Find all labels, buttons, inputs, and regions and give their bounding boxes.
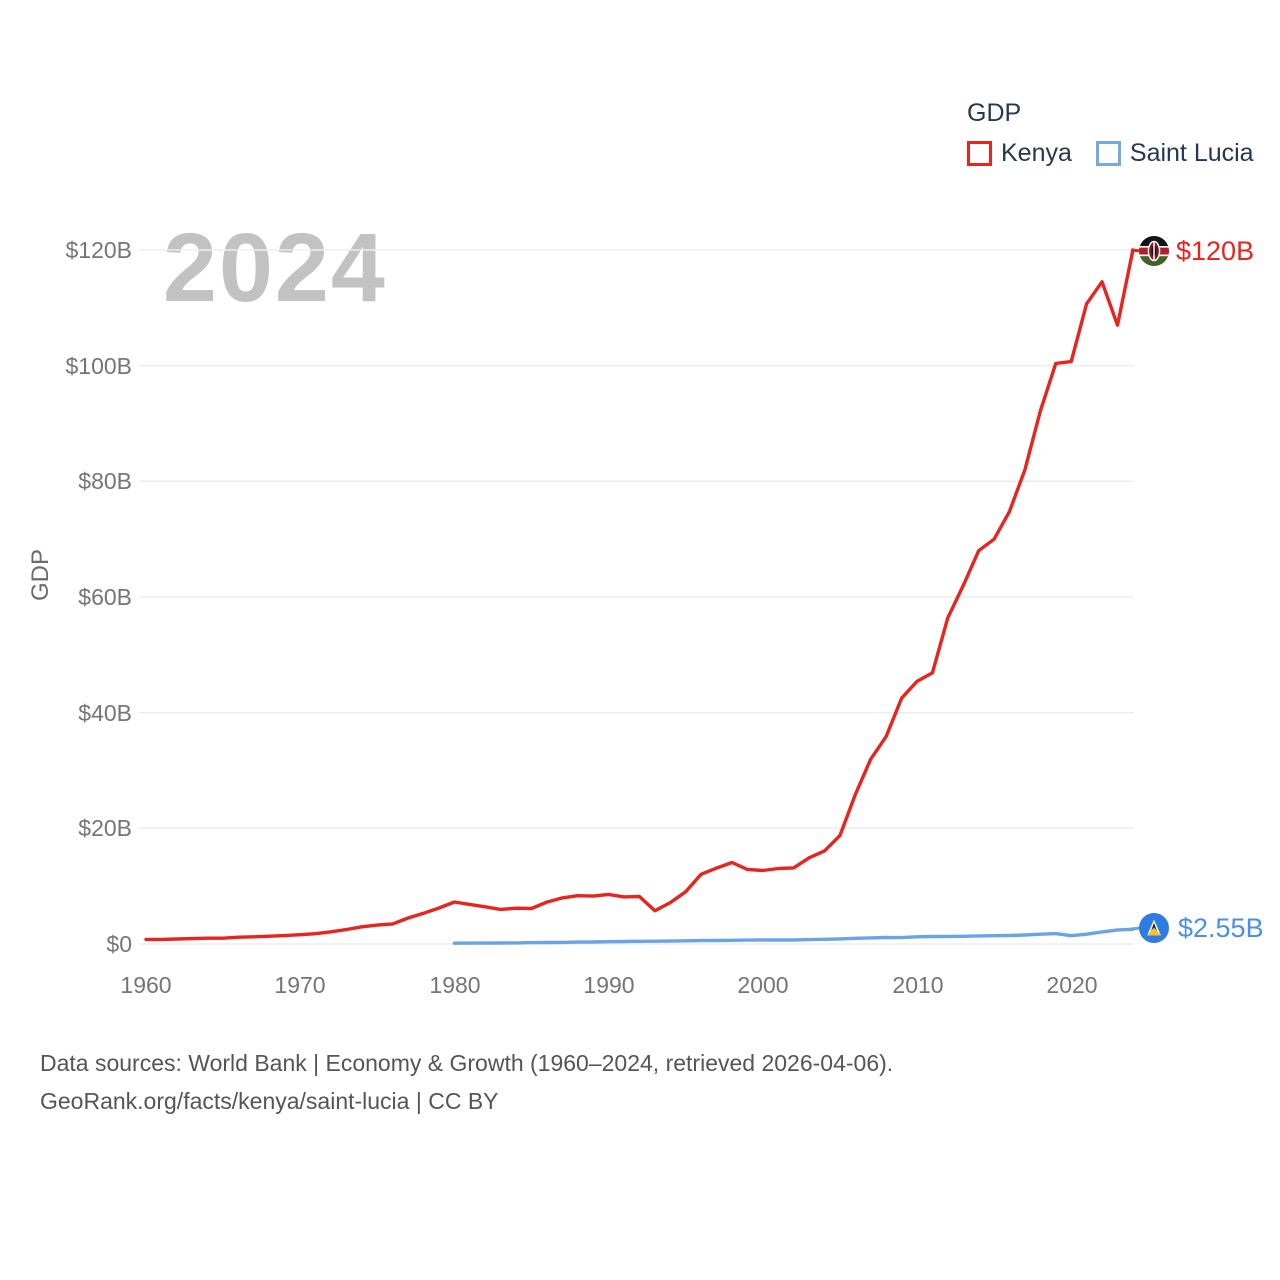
saint-lucia-end-value: $2.55B [1178,913,1264,943]
legend: GDP Kenya Saint Lucia [967,99,1254,168]
kenya-end-value: $120B [1176,236,1255,266]
x-tick-label: 1980 [429,972,481,998]
footer: Data sources: World Bank | Economy & Gro… [40,1044,893,1120]
x-tick-label: 2010 [892,972,944,998]
kenya-swatch-icon [967,141,992,166]
x-tick-label: 1960 [120,972,172,998]
y-tick-label: $100B [65,353,132,379]
y-tick-label: $60B [78,584,132,610]
legend-item-label: Saint Lucia [1129,139,1254,167]
y-tick-label: $40B [78,700,132,726]
series-lines [144,248,1135,945]
y-tick-label: $0 [106,931,132,957]
year-watermark: 2024 [163,213,387,322]
y-tick-label: $20B [78,815,132,841]
kenya-flag-icon [1130,236,1169,266]
x-tick-label: 2000 [737,972,789,998]
x-tick-label: 1970 [274,972,326,998]
y-tick-label: $120B [65,237,132,263]
gridlines [139,249,1134,945]
legend-items: Kenya Saint Lucia [967,139,1254,168]
footer-attribution-line: GeoRank.org/facts/kenya/saint-lucia | CC… [40,1088,499,1114]
legend-item-saint-lucia[interactable]: Saint Lucia [1095,139,1254,168]
legend-item-kenya[interactable]: Kenya [967,139,1072,168]
x-tick-label: 2020 [1046,972,1098,998]
saint-lucia-flag-icon [1130,913,1169,943]
saint-lucia-swatch-icon [1095,141,1121,166]
legend-title: GDP [967,99,1022,127]
plot-area [139,236,1169,945]
footer-sources-line: Data sources: World Bank | Economy & Gro… [40,1050,894,1076]
legend-item-label: Kenya [1001,139,1072,167]
y-tick-label: $80B [78,468,132,494]
x-tick-label: 1990 [583,972,635,998]
